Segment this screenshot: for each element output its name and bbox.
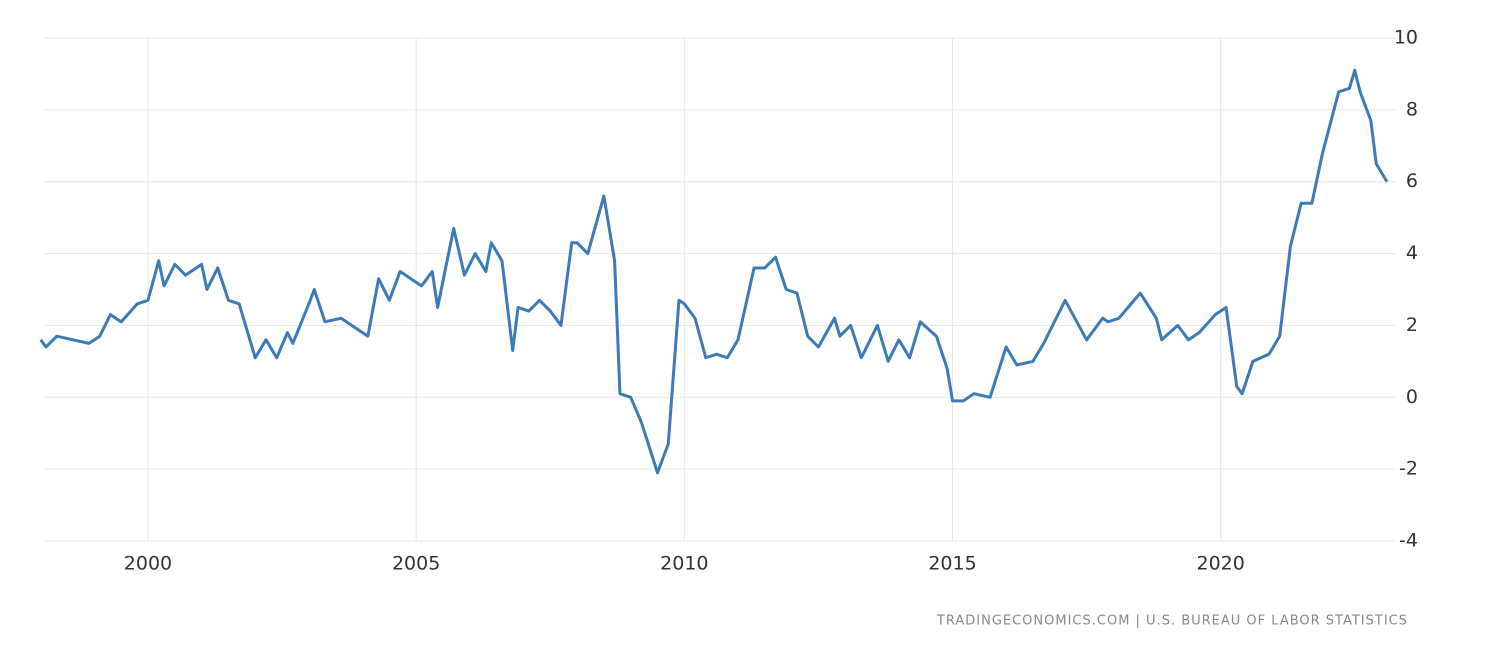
y-tick-label: 6 [1406, 170, 1418, 192]
source: TRADINGECONOMICS.COM | U.S. BUREAU OF LA… [936, 614, 1408, 629]
x-tick-label: 2000 [124, 553, 172, 575]
y-tick-label: 8 [1406, 98, 1418, 120]
x-tick-label: 2015 [928, 553, 976, 575]
y-tick-label: -2 [1399, 458, 1418, 480]
y-tick-label: 2 [1406, 314, 1418, 336]
x-tick-label: 2005 [392, 553, 440, 575]
line [39, 68, 1389, 475]
x-tick-label: 2020 [1197, 553, 1245, 575]
y-tick-label: 0 [1406, 386, 1418, 408]
y-tick-label: -4 [1399, 530, 1418, 552]
y-tick-label: 10 [1394, 27, 1418, 49]
x-tick-label: 2010 [660, 553, 708, 575]
y-tick-label: 4 [1406, 242, 1418, 264]
